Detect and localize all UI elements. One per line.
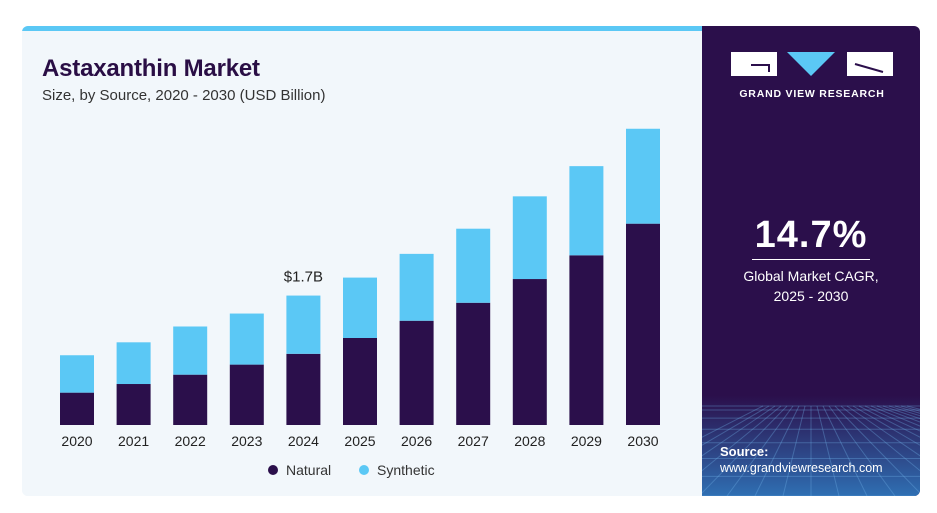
bar-natural-2029 xyxy=(569,255,604,425)
bar-natural-2022 xyxy=(173,374,208,425)
x-tick-label-2028: 2028 xyxy=(514,433,545,449)
bar-synthetic-2030 xyxy=(626,128,660,224)
bar-synthetic-2027 xyxy=(456,228,491,303)
bar-synthetic-2022 xyxy=(173,326,208,375)
bar-natural-2028 xyxy=(512,279,547,425)
legend-swatch-synthetic xyxy=(359,465,370,475)
bar-synthetic-2024 xyxy=(286,295,321,354)
bar-natural-2024 xyxy=(286,353,321,425)
info-sidebar: GRAND VIEW RESEARCH 14.7% Global Market … xyxy=(702,26,920,496)
decorative-grid xyxy=(702,396,920,496)
x-tick-label-2029: 2029 xyxy=(571,433,602,449)
bar-synthetic-2029 xyxy=(569,166,604,256)
bar-natural-2021 xyxy=(116,384,151,425)
bar-synthetic-2026 xyxy=(399,253,434,321)
x-tick-label-2025: 2025 xyxy=(344,433,375,449)
chart-subtitle: Size, by Source, 2020 - 2030 (USD Billio… xyxy=(42,87,326,104)
data-label-2024: $1.7B xyxy=(284,269,323,286)
legend-label-synthetic: Synthetic xyxy=(377,462,435,478)
bar-natural-2027 xyxy=(456,302,491,425)
x-tick-label-2021: 2021 xyxy=(118,433,149,449)
source-link[interactable]: www.grandviewresearch.com xyxy=(720,461,883,475)
bar-natural-2025 xyxy=(343,337,377,425)
bar-natural-2026 xyxy=(399,320,434,425)
bar-synthetic-2025 xyxy=(343,277,377,338)
logo-mark-icon xyxy=(731,52,893,76)
x-tick-label-2026: 2026 xyxy=(401,433,432,449)
chart-legend: Natural Synthetic xyxy=(268,462,459,478)
cagr-divider xyxy=(752,259,870,260)
legend-swatch-natural xyxy=(268,465,278,475)
x-tick-label-2023: 2023 xyxy=(231,433,262,449)
chart-title: Astaxanthin Market xyxy=(42,55,260,82)
x-tick-label-2030: 2030 xyxy=(627,433,658,449)
bar-natural-2023 xyxy=(229,364,264,425)
bar-synthetic-2028 xyxy=(512,196,547,280)
bar-natural-2030 xyxy=(626,223,660,425)
legend-item-natural: Natural xyxy=(268,462,331,478)
bar-synthetic-2023 xyxy=(229,313,264,365)
stacked-bar-chart: 2020 2021 2022 2023 2024 $1.7B 2025 2026 2027 202… xyxy=(60,128,660,449)
source-label: Source: xyxy=(720,444,769,459)
x-tick-label-2022: 2022 xyxy=(175,433,206,449)
chart-panel: Astaxanthin Market Size, by Source, 2020… xyxy=(22,26,702,496)
bar-synthetic-2021 xyxy=(116,342,151,385)
cagr-label-line1: Global Market CAGR, xyxy=(743,268,879,284)
x-tick-label-2024: 2024 xyxy=(288,433,319,449)
x-tick-label-2027: 2027 xyxy=(458,433,489,449)
brand-logo: GRAND VIEW RESEARCH xyxy=(731,52,893,102)
infographic-card: Astaxanthin Market Size, by Source, 2020… xyxy=(22,26,920,496)
bar-natural-2020 xyxy=(60,392,94,425)
legend-label-natural: Natural xyxy=(286,462,332,478)
cagr-value: 14.7% xyxy=(754,214,868,256)
legend-item-synthetic: Synthetic xyxy=(359,462,435,478)
cagr-label: Global Market CAGR, 2025 - 2030 xyxy=(702,266,920,306)
x-tick-label-2020: 2020 xyxy=(61,433,92,449)
cagr-label-line2: 2025 - 2030 xyxy=(773,288,849,304)
bar-synthetic-2020 xyxy=(60,355,94,393)
logo-text: GRAND VIEW RESEARCH xyxy=(739,88,885,100)
